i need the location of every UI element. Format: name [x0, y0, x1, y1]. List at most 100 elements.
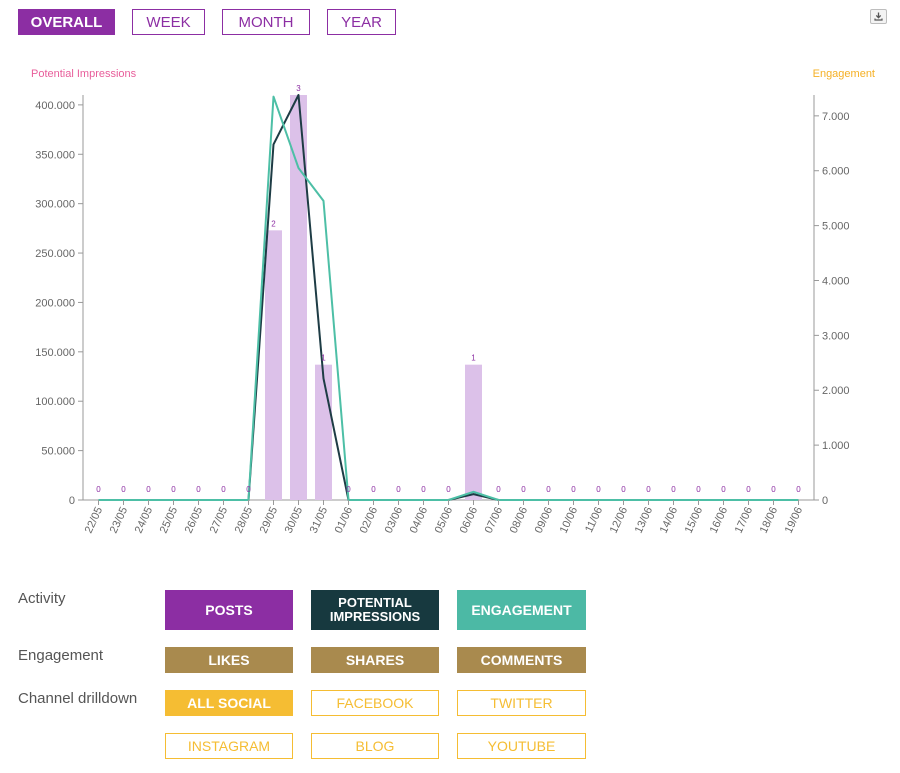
right-axis-tick-label: 1.000 — [822, 440, 850, 452]
facebook-button[interactable]: FACEBOOK — [311, 690, 439, 716]
x-axis-tick-label: 28/05 — [233, 505, 256, 535]
month-button[interactable]: MONTH — [222, 9, 310, 35]
overall-button[interactable]: OVERALL — [18, 9, 115, 35]
x-axis-tick-label: 22/05 — [83, 505, 106, 535]
x-axis-tick-label: 18/06 — [758, 505, 781, 535]
x-axis-tick-label: 23/05 — [108, 505, 131, 535]
left-axis-tick-label: 150.000 — [35, 347, 75, 359]
bar-value-label: 0 — [196, 485, 201, 494]
likes-button[interactable]: LIKES — [165, 647, 293, 673]
x-axis-tick-label: 12/06 — [608, 505, 631, 535]
x-axis-tick-label: 14/06 — [658, 505, 681, 535]
x-axis-tick-label: 29/05 — [258, 505, 281, 535]
bar-value-label: 0 — [671, 485, 676, 494]
bar-value-label: 0 — [421, 485, 426, 494]
x-axis-tick-label: 17/06 — [733, 505, 756, 535]
download-button[interactable] — [870, 9, 887, 24]
posts-bar — [265, 230, 282, 500]
engagement-row-label: Engagement — [18, 647, 104, 664]
engagement-button-label: ENGAGEMENT — [471, 602, 572, 618]
x-axis-tick-label: 09/06 — [533, 505, 556, 535]
bar-value-label: 0 — [371, 485, 376, 494]
left-axis-tick-label: 300.000 — [35, 199, 75, 211]
engagement-button[interactable]: ENGAGEMENT — [457, 590, 586, 630]
bar-value-label: 1 — [321, 354, 326, 363]
engagement-line — [98, 95, 799, 501]
left-axis-tick-label: 250.000 — [35, 248, 75, 260]
bar-value-label: 0 — [546, 485, 551, 494]
x-axis-tick-label: 01/06 — [333, 505, 356, 535]
x-axis-tick-label: 24/05 — [133, 505, 156, 535]
x-axis-tick-label: 30/05 — [283, 505, 306, 535]
bar-value-label: 0 — [646, 485, 651, 494]
potential-impressions-label-line2: IMPRESSIONS — [329, 609, 421, 624]
x-axis-tick-label: 27/05 — [208, 505, 231, 535]
shares-button[interactable]: SHARES — [311, 647, 439, 673]
bar-value-label: 0 — [446, 485, 451, 494]
posts-button-label: POSTS — [205, 602, 253, 618]
twitter-button[interactable]: TWITTER — [457, 690, 586, 716]
instagram-button[interactable]: INSTAGRAM — [165, 733, 293, 759]
bar-value-label: 0 — [396, 485, 401, 494]
x-axis-tick-label: 15/06 — [683, 505, 706, 535]
year-button[interactable]: YEAR — [327, 9, 396, 35]
right-axis-tick-label: 0 — [822, 495, 828, 507]
x-axis-tick-label: 04/06 — [408, 505, 431, 535]
chart-canvas: 0 50.000 100.000 150.000 200.000 250.000 300.0… — [35, 84, 850, 535]
bar-value-label: 0 — [621, 485, 626, 494]
posts-button[interactable]: POSTS — [165, 590, 293, 630]
x-axis-tick-label: 08/06 — [508, 505, 531, 535]
right-axis-tick-label: 2.000 — [822, 385, 850, 397]
bar-value-label: 2 — [271, 219, 276, 228]
left-axis-tick-label: 50.000 — [41, 446, 75, 458]
x-axis-tick-label: 13/06 — [633, 505, 656, 535]
bar-value-label: 0 — [796, 485, 801, 494]
x-axis-tick-label: 02/06 — [358, 505, 381, 535]
channel-drilldown-label: Channel drilldown — [18, 690, 138, 707]
bar-value-label: 0 — [496, 485, 501, 494]
x-axis-tick-label: 10/06 — [558, 505, 581, 535]
potential-impressions-label-line1: POTENTIAL — [338, 595, 412, 610]
bar-value-label: 0 — [571, 485, 576, 494]
x-axis-tick-label: 06/06 — [458, 505, 481, 535]
left-axis-tick-label: 100.000 — [35, 396, 75, 408]
right-axis-tick-label: 7.000 — [822, 111, 850, 123]
x-axis-tick-label: 31/05 — [308, 505, 331, 535]
all-social-button[interactable]: ALL SOCIAL — [165, 690, 293, 716]
left-axis-tick-label: 0 — [69, 495, 75, 507]
bar-value-label: 0 — [521, 485, 526, 494]
posts-bar — [315, 364, 332, 500]
bar-value-label: 0 — [221, 485, 226, 494]
bar-value-label: 0 — [171, 485, 176, 494]
right-axis-title: Engagement — [812, 68, 875, 80]
week-button[interactable]: WEEK — [132, 9, 205, 35]
x-axis-tick-label: 26/05 — [183, 505, 206, 535]
x-axis-tick-label: 25/05 — [158, 505, 181, 535]
bar-value-label: 0 — [771, 485, 776, 494]
blog-button[interactable]: BLOG — [311, 733, 439, 759]
x-axis-tick-label: 16/06 — [708, 505, 731, 535]
activity-row-label: Activity — [18, 590, 66, 607]
right-axis-tick-label: 4.000 — [822, 275, 850, 287]
left-axis-tick-label: 200.000 — [35, 297, 75, 309]
bar-value-label: 0 — [96, 485, 101, 494]
left-axis-title: Potential Impressions — [31, 68, 137, 80]
bar-value-label: 0 — [146, 485, 151, 494]
comments-button[interactable]: COMMENTS — [457, 647, 586, 673]
left-axis-tick-label: 400.000 — [35, 100, 75, 112]
download-icon — [874, 12, 883, 21]
potential-impressions-button[interactable]: POTENTIAL IMPRESSIONS — [311, 590, 439, 630]
bar-value-label: 0 — [246, 485, 251, 494]
youtube-button[interactable]: YOUTUBE — [457, 733, 586, 759]
right-axis-tick-label: 3.000 — [822, 330, 850, 342]
x-axis-tick-label: 03/06 — [383, 505, 406, 535]
posts-bar — [290, 95, 307, 500]
left-axis-tick-label: 350.000 — [35, 149, 75, 161]
x-axis-tick-label: 05/06 — [433, 505, 456, 535]
right-axis-tick-label: 6.000 — [822, 166, 850, 178]
x-axis-tick-label: 11/06 — [583, 505, 605, 534]
bar-value-label: 1 — [471, 354, 476, 363]
posts-bar — [465, 364, 482, 500]
bar-value-label: 0 — [721, 485, 726, 494]
bar-value-label: 0 — [746, 485, 751, 494]
